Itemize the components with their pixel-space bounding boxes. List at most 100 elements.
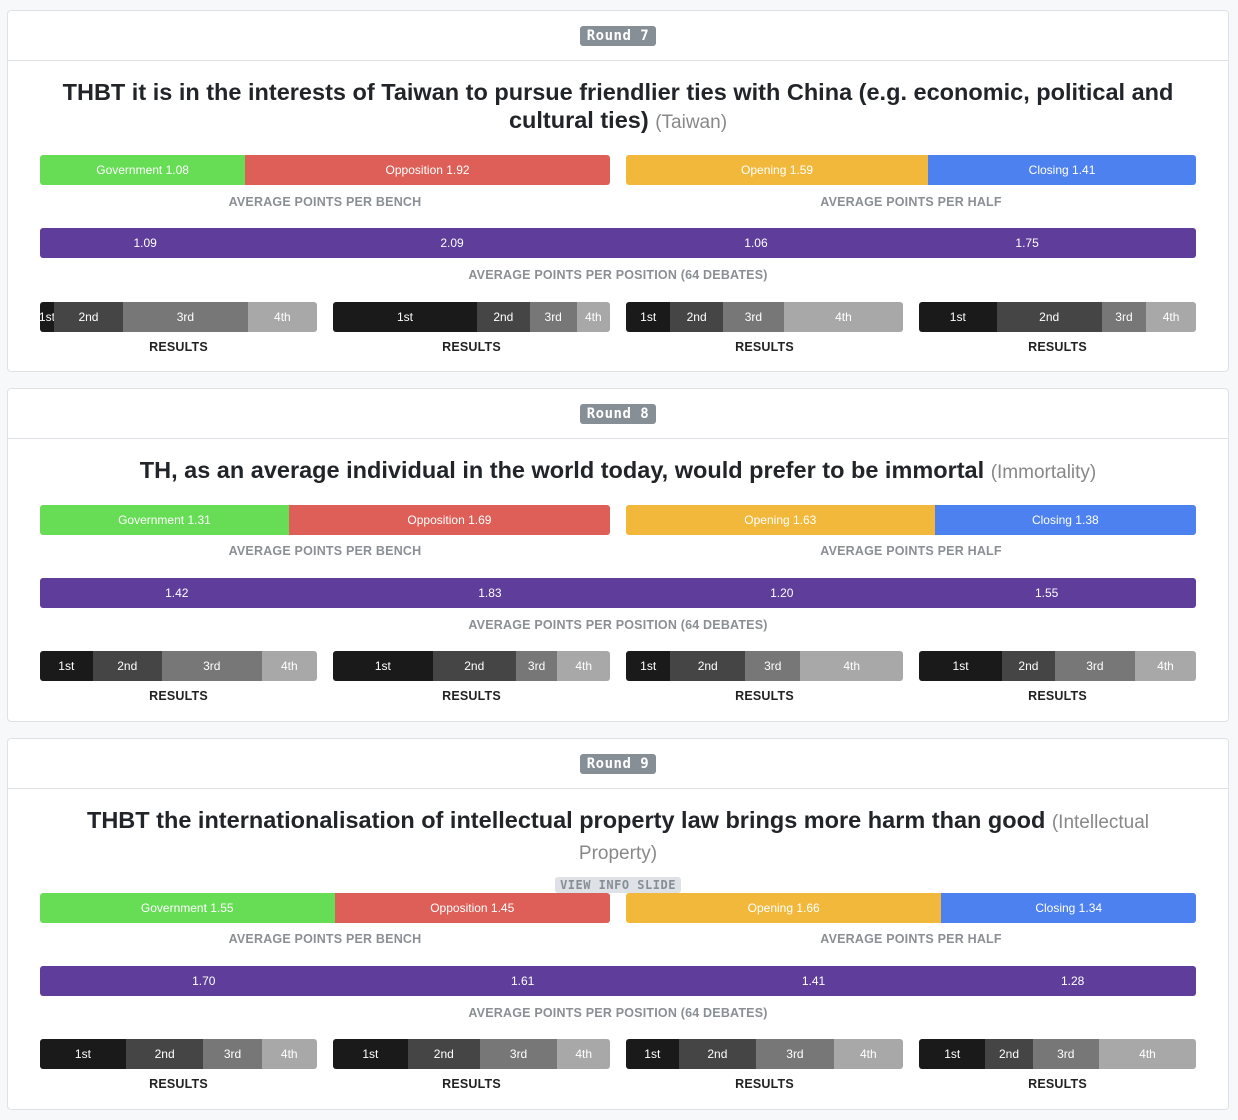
round-card: Round 9 THBT the internationalisation of… <box>7 738 1229 1110</box>
info-slide-wrap: VIEW INFO SLIDE <box>8 876 1228 894</box>
results-second-segment: 2nd <box>679 1039 757 1069</box>
half-bar: Opening 1.66 Closing 1.34 <box>626 893 1196 923</box>
results-bar-og: 1st 2nd 3rd 4th <box>40 302 317 332</box>
results-third-segment: 3rd <box>530 302 577 332</box>
results-fourth-segment: 4th <box>557 651 610 681</box>
results-third-segment: 3rd <box>162 651 262 681</box>
results-bar-oo: 1st 2nd 3rd 4th <box>333 1039 610 1069</box>
position-oo-segment: 1.83 <box>314 578 667 608</box>
results-fourth-segment: 4th <box>557 1039 610 1069</box>
results-bar-cg: 1st 2nd 3rd 4th <box>626 302 903 332</box>
position-bar: 1.70 1.61 1.41 1.28 <box>40 966 1196 996</box>
half-caption: AVERAGE POINTS PER HALF <box>626 195 1196 209</box>
position-bar: 1.09 2.09 1.06 1.75 <box>40 228 1196 258</box>
results-first-segment: 1st <box>333 302 477 332</box>
position-caption: AVERAGE POINTS PER POSITION (64 DEBATES) <box>40 268 1196 282</box>
results-bar-oo: 1st 2nd 3rd 4th <box>333 302 610 332</box>
results-second-segment: 2nd <box>54 302 123 332</box>
opening-segment: Opening 1.63 <box>626 505 935 535</box>
results-caption: RESULTS <box>40 340 317 354</box>
results-caption: RESULTS <box>626 689 903 703</box>
results-caption: RESULTS <box>626 340 903 354</box>
results-bar-co: 1st 2nd 3rd 4th <box>919 302 1196 332</box>
round-badge: Round 7 <box>580 26 657 46</box>
position-og-segment: 1.42 <box>40 578 314 608</box>
results-bar-co: 1st 2nd 3rd 4th <box>919 651 1196 681</box>
position-co-segment: 1.75 <box>858 228 1196 258</box>
motion-topic: (Immortality) <box>991 462 1097 483</box>
position-og-segment: 1.09 <box>40 228 250 258</box>
results-bar-og: 1st 2nd 3rd 4th <box>40 651 317 681</box>
results-bar-co: 1st 2nd 3rd 4th <box>919 1039 1196 1069</box>
position-og-segment: 1.70 <box>40 966 368 996</box>
results-first-segment: 1st <box>626 1039 679 1069</box>
results-caption: RESULTS <box>333 340 610 354</box>
results-caption: RESULTS <box>626 1077 903 1091</box>
half-caption: AVERAGE POINTS PER HALF <box>626 932 1196 946</box>
motion-text: TH, as an average individual in the worl… <box>140 457 984 483</box>
round-badge: Round 9 <box>580 754 657 774</box>
results-second-segment: 2nd <box>670 302 723 332</box>
motion-text: THBT it is in the interests of Taiwan to… <box>63 79 1174 133</box>
results-second-segment: 2nd <box>670 651 745 681</box>
results-caption: RESULTS <box>40 1077 317 1091</box>
results-second-segment: 2nd <box>93 651 162 681</box>
results-third-segment: 3rd <box>745 651 800 681</box>
round-card: Round 7 THBT it is in the interests of T… <box>7 10 1229 372</box>
bench-caption: AVERAGE POINTS PER BENCH <box>40 544 610 558</box>
results-third-segment: 3rd <box>123 302 248 332</box>
round-header: Round 9 <box>8 739 1228 789</box>
results-caption: RESULTS <box>919 1077 1196 1091</box>
results-first-segment: 1st <box>919 1039 985 1069</box>
motion-title: TH, as an average individual in the worl… <box>8 456 1228 487</box>
government-segment: Government 1.08 <box>40 155 245 185</box>
half-caption: AVERAGE POINTS PER HALF <box>626 544 1196 558</box>
position-co-segment: 1.55 <box>897 578 1196 608</box>
results-first-segment: 1st <box>40 651 93 681</box>
results-first-segment: 1st <box>626 651 670 681</box>
motion-title: THBT the internationalisation of intelle… <box>8 806 1228 868</box>
results-third-segment: 3rd <box>723 302 784 332</box>
results-fourth-segment: 4th <box>262 651 317 681</box>
results-caption: RESULTS <box>40 689 317 703</box>
position-caption: AVERAGE POINTS PER POSITION (64 DEBATES) <box>40 618 1196 632</box>
government-segment: Government 1.31 <box>40 505 289 535</box>
opposition-segment: Opposition 1.92 <box>245 155 610 185</box>
results-caption: RESULTS <box>333 689 610 703</box>
half-bar: Opening 1.59 Closing 1.41 <box>626 155 1196 185</box>
results-second-segment: 2nd <box>1002 651 1055 681</box>
round-card: Round 8 TH, as an average individual in … <box>7 388 1229 722</box>
results-third-segment: 3rd <box>203 1039 261 1069</box>
results-third-segment: 3rd <box>516 651 558 681</box>
motion-topic: (Taiwan) <box>655 112 727 133</box>
government-segment: Government 1.55 <box>40 893 335 923</box>
results-second-segment: 2nd <box>477 302 530 332</box>
closing-segment: Closing 1.38 <box>935 505 1196 535</box>
motion-text: THBT the internationalisation of intelle… <box>87 807 1045 833</box>
results-second-segment: 2nd <box>433 651 516 681</box>
results-first-segment: 1st <box>333 651 433 681</box>
results-first-segment: 1st <box>333 1039 408 1069</box>
position-bar: 1.42 1.83 1.20 1.55 <box>40 578 1196 608</box>
position-oo-segment: 1.61 <box>368 966 678 996</box>
closing-segment: Closing 1.41 <box>928 155 1196 185</box>
results-fourth-segment: 4th <box>577 302 610 332</box>
position-co-segment: 1.28 <box>949 966 1196 996</box>
results-second-segment: 2nd <box>985 1039 1032 1069</box>
round-header: Round 8 <box>8 389 1228 439</box>
view-info-slide-button[interactable]: VIEW INFO SLIDE <box>555 877 681 893</box>
results-second-segment: 2nd <box>997 302 1102 332</box>
position-cg-segment: 1.41 <box>678 966 950 996</box>
results-fourth-segment: 4th <box>262 1039 317 1069</box>
position-cg-segment: 1.06 <box>654 228 859 258</box>
opposition-segment: Opposition 1.69 <box>289 505 610 535</box>
results-fourth-segment: 4th <box>1146 302 1196 332</box>
bench-bar: Government 1.55 Opposition 1.45 <box>40 893 610 923</box>
results-first-segment: 1st <box>40 302 54 332</box>
opening-segment: Opening 1.59 <box>626 155 928 185</box>
position-cg-segment: 1.20 <box>666 578 897 608</box>
results-bar-cg: 1st 2nd 3rd 4th <box>626 1039 903 1069</box>
results-bar-cg: 1st 2nd 3rd 4th <box>626 651 903 681</box>
results-first-segment: 1st <box>919 302 997 332</box>
results-first-segment: 1st <box>40 1039 126 1069</box>
